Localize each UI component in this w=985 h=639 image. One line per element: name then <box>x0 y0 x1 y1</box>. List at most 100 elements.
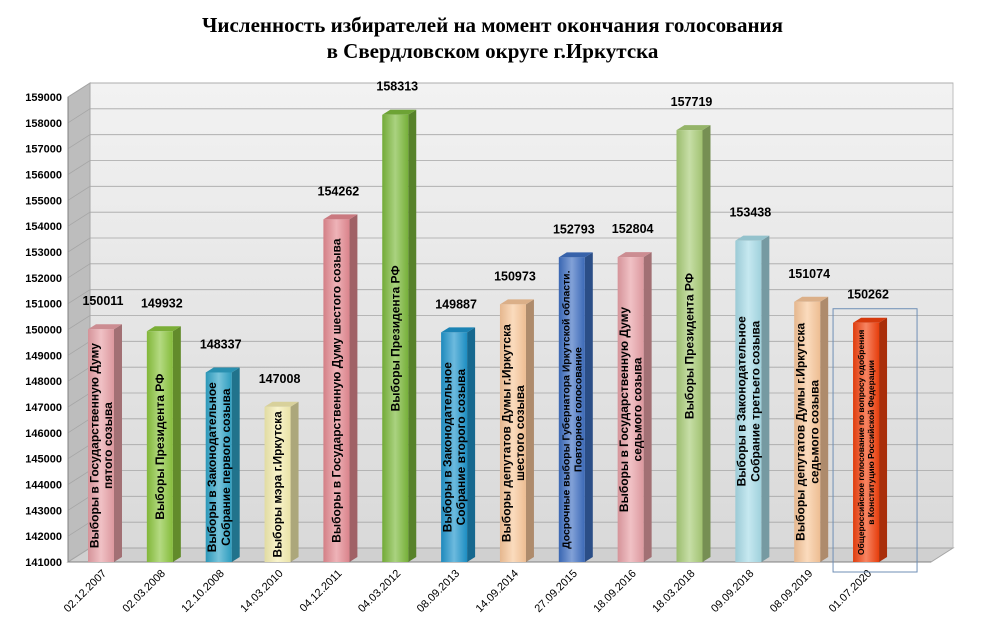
bar-label-line: Выборы Президента РФ <box>153 374 167 520</box>
bar-side <box>231 367 240 562</box>
value-label: 149932 <box>141 296 183 310</box>
bar-label-line: Повторное голосование <box>573 347 584 472</box>
gridline <box>67 263 953 279</box>
bar-label: Выборы в Законодательное Собрание второго… <box>440 362 468 532</box>
y-tick-label: 159000 <box>25 92 62 104</box>
bar-label-line: Выборы Президента РФ <box>683 273 697 419</box>
bar-label-line: Общероссийское голосование по вопросу од… <box>856 330 866 555</box>
x-tick-label: 02.03.2008 <box>121 568 168 615</box>
bar-label-line: Собрание второго созыва <box>454 369 468 526</box>
y-tick-label: 143000 <box>25 505 62 517</box>
bar-top <box>264 401 299 407</box>
gridline <box>67 185 953 201</box>
bar-side <box>467 327 476 562</box>
bar-label-line: Досрочные выборы Губернатора Иркутской о… <box>560 270 572 548</box>
x-tick-label: 27.09.2015 <box>533 568 580 615</box>
value-label: 148337 <box>200 337 242 351</box>
highlight-box <box>832 308 918 573</box>
bar-front <box>617 257 644 562</box>
bar-top <box>323 214 358 220</box>
bar-label: Выборы в Государственную Думу шестого со… <box>330 238 344 542</box>
bar-label-line: в Конституцию Российской Федерации <box>866 360 876 525</box>
bar-side <box>761 235 770 562</box>
x-tick-label: 18.09.2016 <box>591 568 638 615</box>
value-label: 151074 <box>788 267 830 281</box>
bar-side <box>172 326 181 562</box>
bar-label: Выборы депутатов Думы г.Иркутска седьмого… <box>794 323 822 541</box>
bar-side <box>114 324 122 562</box>
bar-top <box>146 326 181 332</box>
bar-top <box>382 109 417 115</box>
bar-label-line: Собрание первого созыва <box>219 388 233 546</box>
bar-label-line: Выборы в Законодательное <box>205 382 219 552</box>
bar-front <box>323 219 350 563</box>
bar-label-line: Собрание третьего созыва <box>748 320 762 481</box>
bar-label: Выборы Президента РФ <box>388 265 402 411</box>
bar-label: Выборы в Государственную Думу пятого созы… <box>87 343 115 548</box>
bar-front <box>205 372 232 562</box>
x-tick-label: 04.03.2012 <box>356 568 403 615</box>
bar-front <box>264 406 291 562</box>
value-label: 147008 <box>259 372 301 386</box>
gridline <box>67 160 953 175</box>
bar-label-line: Выборы Президента РФ <box>388 265 402 411</box>
x-tick-label: 02.12.2007 <box>62 568 109 615</box>
y-tick-label: 149000 <box>25 350 62 362</box>
y-tick-label: 141000 <box>25 557 62 569</box>
bar <box>676 125 711 562</box>
y-tick-label: 155000 <box>25 195 62 207</box>
bar-label: Выборы депутатов Думы г.Иркутска шестого … <box>499 324 527 542</box>
bar-side <box>408 109 417 562</box>
bar-label-line: Выборы в Законодательное <box>735 316 749 486</box>
bar-top <box>441 327 476 333</box>
value-label: 152804 <box>612 222 654 236</box>
value-label: 154262 <box>318 184 360 198</box>
bar-label-line: седьмого созыва <box>807 380 821 484</box>
gridline <box>67 134 953 150</box>
bar-front <box>88 329 114 562</box>
x-tick-label: 08.09.2019 <box>768 568 815 615</box>
bar-top <box>853 317 888 323</box>
bar-label-line: пятого созыва <box>101 402 115 489</box>
bar-label-line: шестого созыва <box>513 385 527 481</box>
bar-label: Выборы в Государственную Думу седьмого со… <box>617 307 645 512</box>
bar <box>88 324 122 562</box>
bar <box>382 109 417 562</box>
bar-front <box>794 301 821 562</box>
gridline <box>67 315 953 330</box>
y-tick-label: 147000 <box>25 402 62 414</box>
bar-label: Выборы мэра г.Иркутска <box>271 411 285 558</box>
x-tick-label: 01.07.2020 <box>827 568 874 615</box>
y-tick-label: 148000 <box>25 376 62 388</box>
gridline <box>67 211 953 227</box>
chart-title: Численность избирателей на момент оконча… <box>0 12 985 64</box>
x-tick-label: 09.09.2018 <box>709 568 756 615</box>
bar <box>735 235 770 562</box>
bar-front <box>441 332 468 562</box>
x-tick-label: 12.10.2008 <box>179 568 226 615</box>
bar-top <box>735 235 770 241</box>
bar-label: Выборы Президента РФ <box>153 374 167 520</box>
bar <box>558 252 593 562</box>
bar <box>499 299 534 562</box>
bar-top <box>676 125 711 131</box>
value-label: 149887 <box>435 297 477 311</box>
bar-front <box>146 331 173 562</box>
bar-front <box>853 322 880 562</box>
bar-front <box>676 130 703 562</box>
bar-front <box>735 240 762 562</box>
y-tick-label: 158000 <box>25 118 62 130</box>
bar-top <box>558 252 593 258</box>
bar-side <box>525 299 534 562</box>
bar-front <box>382 114 409 562</box>
y-tick-label: 153000 <box>25 247 62 259</box>
bar-label-line: Выборы мэра г.Иркутска <box>271 411 285 558</box>
value-label: 157719 <box>671 95 713 109</box>
bar-side <box>584 252 593 562</box>
chart-title-line-1: Численность избирателей на момент оконча… <box>201 13 784 37</box>
bar-label-line: Выборы депутатов Думы г.Иркутска <box>499 324 513 542</box>
y-tick-label: 154000 <box>25 221 62 233</box>
bar-label-line: Выборы в Законодательное <box>440 362 454 532</box>
y-tick-label: 152000 <box>25 273 62 285</box>
bar-label: Выборы в Законодательное Собрание третьег… <box>735 316 763 486</box>
